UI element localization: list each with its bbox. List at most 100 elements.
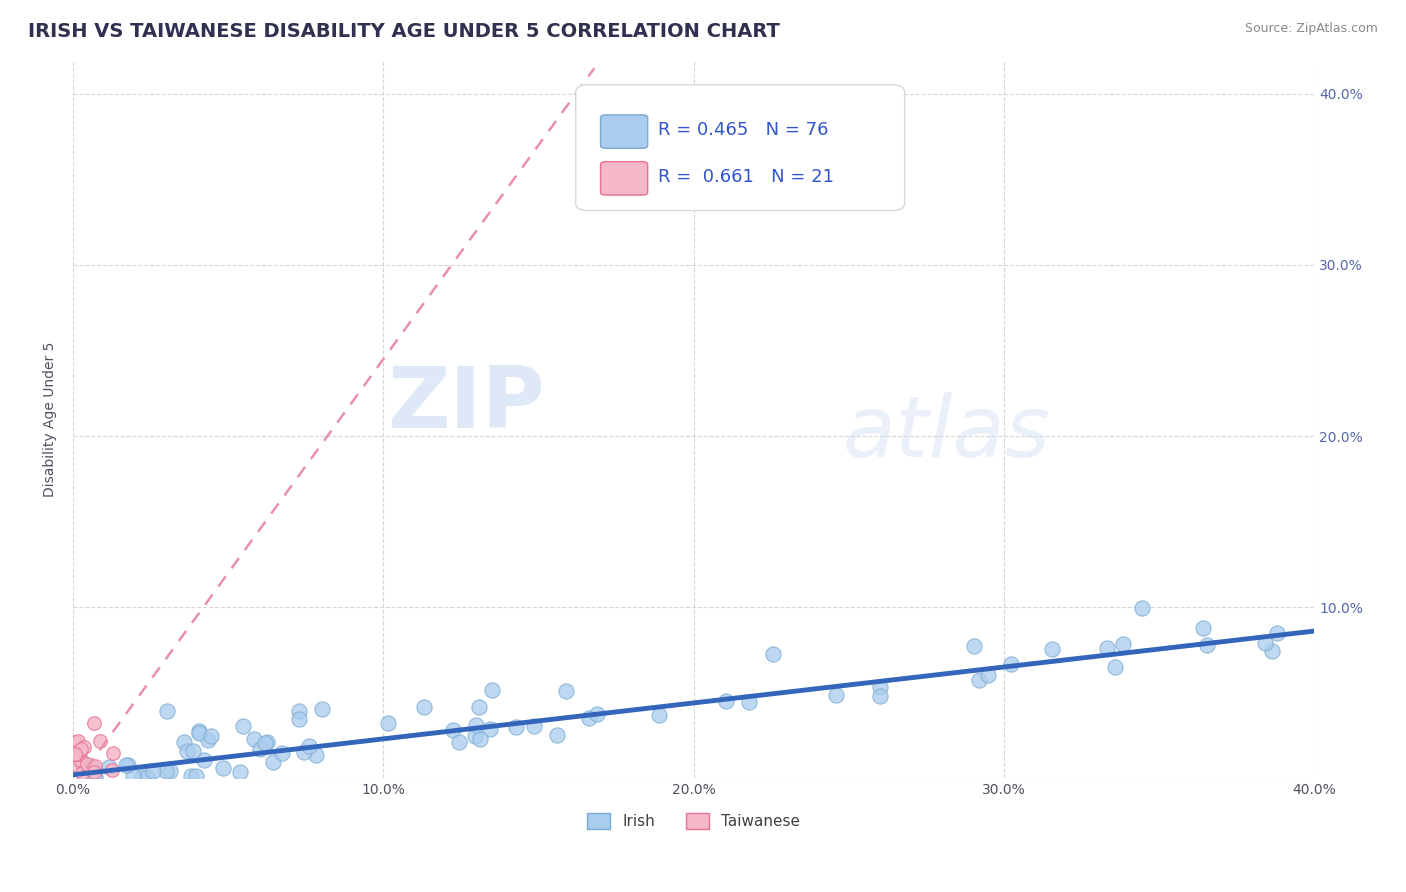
Point: [270, 746, 292, 760]
Point: [288, 704, 311, 718]
Text: ZIP: ZIP: [387, 363, 544, 446]
Point: [65, 747, 87, 761]
FancyBboxPatch shape: [600, 115, 648, 148]
Point: [1191, 621, 1213, 635]
Point: [229, 765, 252, 780]
Point: [135, 770, 157, 784]
Point: [294, 745, 316, 759]
Point: [83, 716, 105, 731]
Point: [242, 731, 264, 746]
Point: [1095, 641, 1118, 656]
Point: [115, 758, 138, 772]
Point: [69, 745, 91, 759]
Point: [449, 735, 471, 749]
Point: [288, 712, 311, 726]
Point: [262, 755, 284, 769]
Point: [83, 759, 105, 773]
Point: [555, 684, 578, 698]
Point: [200, 729, 222, 743]
Y-axis label: Disability Age Under 5: Disability Age Under 5: [44, 342, 58, 497]
Point: [79, 761, 101, 775]
Point: [256, 735, 278, 749]
Point: [131, 770, 153, 784]
Point: [523, 719, 546, 733]
Point: [155, 764, 177, 778]
Point: [67, 734, 90, 748]
Point: [142, 764, 165, 778]
Point: [232, 719, 254, 733]
Point: [467, 700, 489, 714]
Point: [311, 702, 333, 716]
Point: [197, 733, 219, 747]
Point: [69, 753, 91, 767]
Point: [481, 683, 503, 698]
Point: [89, 734, 111, 748]
Point: [586, 706, 609, 721]
Text: atlas: atlas: [842, 392, 1050, 475]
Text: Source: ZipAtlas.com: Source: ZipAtlas.com: [1244, 22, 1378, 36]
Point: [253, 736, 276, 750]
FancyBboxPatch shape: [575, 85, 904, 211]
Point: [181, 744, 204, 758]
Point: [69, 741, 91, 756]
Text: R = 0.465   N = 76: R = 0.465 N = 76: [658, 120, 828, 139]
Point: [101, 746, 124, 760]
Point: [377, 715, 399, 730]
Point: [66, 747, 89, 762]
Point: [101, 763, 124, 777]
Point: [69, 743, 91, 757]
Point: [73, 739, 96, 754]
Point: [176, 744, 198, 758]
Point: [212, 762, 235, 776]
FancyBboxPatch shape: [600, 161, 648, 195]
Point: [65, 758, 87, 772]
Point: [464, 730, 486, 744]
Point: [305, 747, 328, 762]
Point: [478, 722, 501, 736]
Point: [83, 764, 105, 779]
Point: [578, 711, 600, 725]
Point: [156, 705, 179, 719]
Point: [193, 753, 215, 767]
Point: [468, 732, 491, 747]
Point: [1000, 657, 1022, 671]
Text: IRISH VS TAIWANESE DISABILITY AGE UNDER 5 CORRELATION CHART: IRISH VS TAIWANESE DISABILITY AGE UNDER …: [28, 22, 780, 41]
Legend: Irish, Taiwanese: Irish, Taiwanese: [581, 807, 806, 835]
Point: [1112, 637, 1135, 651]
Point: [72, 766, 94, 780]
Point: [969, 673, 991, 688]
Point: [97, 760, 120, 774]
Point: [1254, 635, 1277, 649]
Point: [249, 742, 271, 756]
Point: [159, 764, 181, 778]
Point: [187, 726, 209, 740]
Point: [72, 756, 94, 770]
Point: [83, 770, 105, 784]
Point: [648, 707, 671, 722]
Text: R =  0.661   N = 21: R = 0.661 N = 21: [658, 168, 834, 186]
Point: [738, 695, 761, 709]
Point: [1260, 644, 1282, 658]
Point: [869, 689, 891, 703]
Point: [83, 770, 105, 784]
Point: [186, 769, 208, 783]
Point: [1267, 626, 1289, 640]
Point: [976, 667, 998, 681]
Point: [413, 699, 436, 714]
Point: [1195, 638, 1218, 652]
Point: [869, 680, 891, 694]
Point: [76, 757, 98, 772]
Point: [188, 724, 211, 739]
Point: [82, 760, 104, 774]
Point: [180, 769, 202, 783]
Point: [298, 739, 321, 754]
Point: [63, 735, 86, 749]
Point: [441, 723, 464, 738]
Point: [1104, 660, 1126, 674]
Point: [963, 640, 986, 654]
Point: [173, 735, 195, 749]
Point: [66, 745, 89, 759]
Point: [63, 747, 86, 762]
Point: [825, 688, 848, 702]
Point: [1132, 601, 1154, 615]
